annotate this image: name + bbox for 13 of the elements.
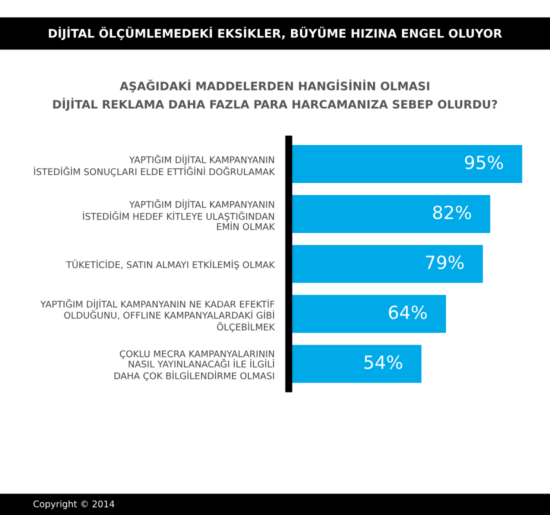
y-tick-label: YAPTIĞIM DİJİTAL KAMPANYANIN NE KADAR EFEKTİF OLDUĞUNU, OFFLINE KAMPANYALARDAKİ GİBİ ÖLÇEBİLMEK xyxy=(40,299,276,332)
y-tick-label: YAPTIĞIM DİJİTAL KAMPANYANIN İSTEDİĞİM SONUÇLARI ELDE ETTİĞİNİ DOĞRULAMAK xyxy=(34,154,276,177)
y-tick-label: TÜKETİCİDE, SATIN ALMAYI ETKİLEMİŞ OLMAK xyxy=(66,260,276,270)
text: Copyright © 2014 xyxy=(34,500,114,510)
y-tick-label: ÇOKLU MECRA KAMPANYALARININ NASIL YAYINLANACAĞI İLE İLGİLİ DAHA ÇOK BİLGİLENDİRME OLMASI xyxy=(114,350,274,381)
chart-subtitle: AŞAĞIDAKİ MADDELERDEN HANGİSİNİN OLMASI DİJİTAL REKLAMA DAHA FAZLA PARA HARCAMANIZA SEBEP OLURDU? xyxy=(53,80,498,111)
data-label: 82% xyxy=(433,206,472,220)
chart-title: DİJİTAL ÖLÇÜMLEMEDEKİ EKSİKLER, BÜYÜME HIZINA ENGEL OLUYOR xyxy=(48,26,502,40)
data-label: 79% xyxy=(426,256,464,270)
data-label: 95% xyxy=(464,156,503,170)
y-tick-label: YAPTIĞIM DİJİTAL KAMPANYANIN İSTEDİĞİM HEDEF KİTLEYE ULAŞTIĞINDAN EMİN OLMAK xyxy=(83,199,276,230)
data-label: 64% xyxy=(388,305,427,320)
data-label: 54% xyxy=(364,355,402,370)
